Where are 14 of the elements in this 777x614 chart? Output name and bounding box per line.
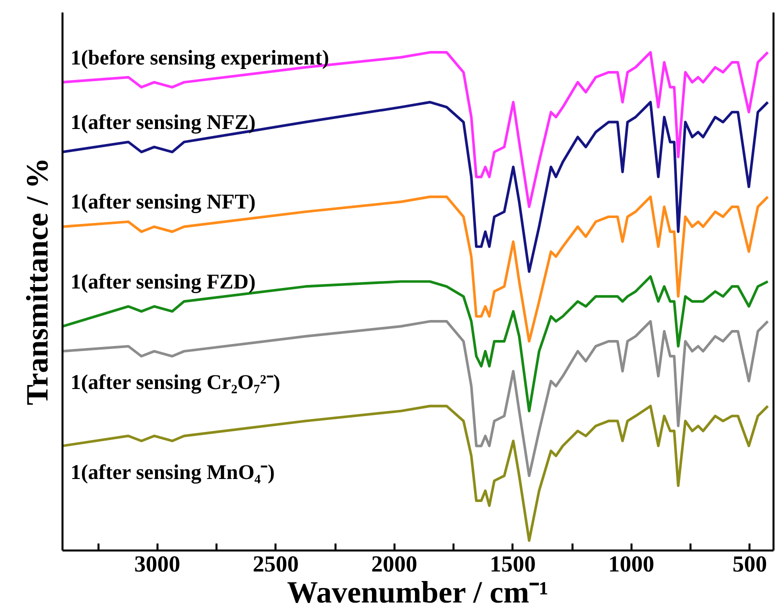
x-tick-label: 2000: [371, 552, 418, 576]
series-label: 1(after sensing FZD): [70, 269, 256, 294]
y-axis-title: Transmittance / %: [20, 158, 54, 406]
series-label: 1(after sensing Cr₂O₇²⁻): [70, 370, 280, 394]
x-axis-title: Wavenumber / cm⁻¹: [286, 574, 548, 610]
x-tick-label: 1500: [490, 552, 536, 576]
x-tick-label: 3000: [134, 552, 180, 576]
series-label: 1(after sensing MnO₄⁻): [70, 460, 275, 484]
x-tick-label: 1000: [608, 552, 654, 576]
series-label: 1(after sensing NFT): [70, 190, 256, 214]
x-tick-label: 2500: [252, 552, 299, 576]
series-label: 1(before sensing experiment): [70, 45, 330, 70]
x-tick-label: 500: [732, 552, 768, 576]
series-label: 1(after sensing NFZ): [70, 110, 256, 134]
